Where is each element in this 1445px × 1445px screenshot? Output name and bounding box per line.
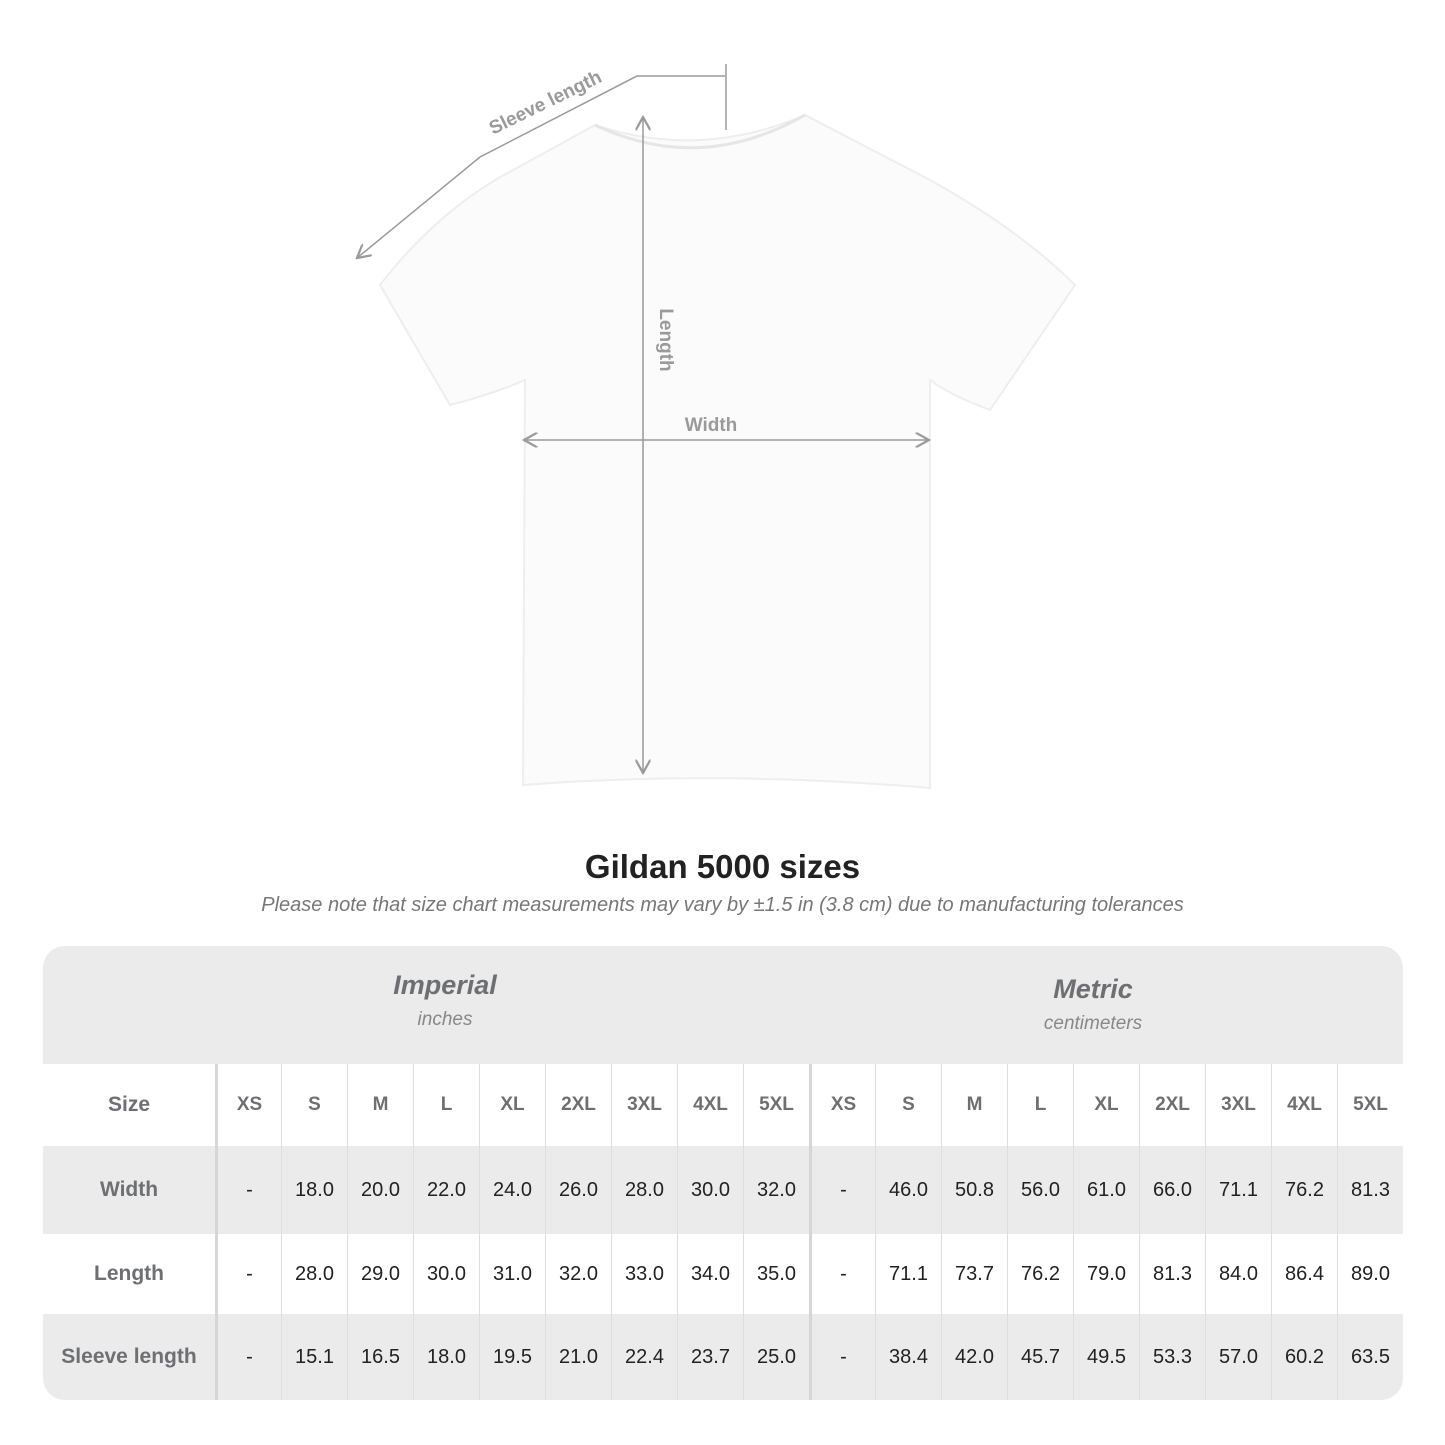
table-cell: 84.0	[1205, 1234, 1271, 1314]
row-label: Width	[99, 1178, 159, 1201]
table-row: Sleeve length -15.1 16.5 18.0 19.5 21.0 22.4 23…	[43, 1314, 1403, 1400]
size-header-cell: XS	[215, 1064, 281, 1146]
table-cell: 20.0	[347, 1146, 413, 1234]
length-label: Length	[655, 308, 676, 371]
table-cell: 32.0	[545, 1234, 611, 1314]
page-title: Gildan 5000 sizes	[584, 848, 861, 885]
size-header-cell: XL	[1073, 1064, 1139, 1146]
table-cell: 56.0	[1007, 1146, 1073, 1234]
table-cell: 15.1	[281, 1314, 347, 1400]
table-cell: 61.0	[1073, 1146, 1139, 1234]
sleeve-length-line	[357, 75, 725, 258]
table-cell: 28.0	[281, 1234, 347, 1314]
table-cell: 32.0	[743, 1146, 809, 1234]
table-cell: 57.0	[1205, 1314, 1271, 1400]
table-cell: 30.0	[413, 1234, 479, 1314]
table-cell: 50.8	[941, 1146, 1007, 1234]
table-cell: 53.3	[1139, 1314, 1205, 1400]
table-cell: -	[215, 1146, 281, 1234]
size-header-cell: 3XL	[1205, 1064, 1271, 1146]
metric-unit: centimeters	[1043, 1013, 1143, 1034]
size-header-cell: L	[1007, 1064, 1073, 1146]
size-header-cell: S	[875, 1064, 941, 1146]
table-cell: 76.2	[1271, 1146, 1337, 1234]
size-header-cell: 3XL	[611, 1064, 677, 1146]
table-cell: 60.2	[1271, 1314, 1337, 1400]
table-cell: 34.0	[677, 1234, 743, 1314]
table-cell: 35.0	[743, 1234, 809, 1314]
metric-header: Metric centimeters	[863, 946, 1323, 1064]
table-cell: 73.7	[941, 1234, 1007, 1314]
table-cell: 76.2	[1007, 1234, 1073, 1314]
size-header-cell: 4XL	[677, 1064, 743, 1146]
size-header-cell: 2XL	[1139, 1064, 1205, 1146]
table-cell: 71.1	[875, 1234, 941, 1314]
table-cell: 23.7	[677, 1314, 743, 1400]
tshirt-diagram: Sleeve length Length Width	[0, 64, 1077, 790]
table-cell: 22.4	[611, 1314, 677, 1400]
table-cell: 25.0	[743, 1314, 809, 1400]
table-cell: 28.0	[611, 1146, 677, 1234]
size-header-cell: M	[347, 1064, 413, 1146]
size-header-cell: XS	[809, 1064, 875, 1146]
table-cell: -	[215, 1234, 281, 1314]
size-header-cell: M	[941, 1064, 1007, 1146]
table-cell: 79.0	[1073, 1234, 1139, 1314]
table-cell: 71.1	[1205, 1146, 1271, 1234]
table-cell: 26.0	[545, 1146, 611, 1234]
table-cell: 89.0	[1337, 1234, 1403, 1314]
table-cell: 21.0	[545, 1314, 611, 1400]
size-header-cell: 5XL	[1337, 1064, 1403, 1146]
table-cell: 22.0	[413, 1146, 479, 1234]
table-cell: 29.0	[347, 1234, 413, 1314]
size-header-cell: 5XL	[743, 1064, 809, 1146]
table-cell: 38.4	[875, 1314, 941, 1400]
table-cell: 46.0	[875, 1146, 941, 1234]
table-cell: 30.0	[677, 1146, 743, 1234]
table-cell: 24.0	[479, 1146, 545, 1234]
table-cell: 42.0	[941, 1314, 1007, 1400]
tolerance-note: Please note that size chart measurements…	[261, 894, 1184, 916]
width-label: Width	[685, 415, 738, 436]
metric-title: Metric	[1053, 974, 1133, 1004]
table-row: Length -28.0 29.0 30.0 31.0 32.0 33.0 34.0 35.0-…	[43, 1234, 1403, 1314]
table-cell: 86.4	[1271, 1234, 1337, 1314]
table-cell: 18.0	[413, 1314, 479, 1400]
size-header-cell: L	[413, 1064, 479, 1146]
imperial-header: Imperial inches	[215, 946, 675, 1064]
table-cell: 49.5	[1073, 1314, 1139, 1400]
size-header-cell: 2XL	[545, 1064, 611, 1146]
table-cell: 45.7	[1007, 1314, 1073, 1400]
row-label: Length	[94, 1262, 164, 1285]
tshirt-shape	[378, 113, 1077, 790]
table-cell: -	[215, 1314, 281, 1400]
size-header-cell: 4XL	[1271, 1064, 1337, 1146]
size-header-row: Size XS S M L XL 2XL 3XL 4XL 5XL XS S M L XL 2XL 3XL 4XL 5…	[43, 1064, 1403, 1146]
table-cell: 31.0	[479, 1234, 545, 1314]
table-cell: -	[809, 1146, 875, 1234]
table-row: Width -18.0 20.0 22.0 24.0 26.0 28.0 30.0 32.0-4…	[43, 1146, 1403, 1234]
table-cell: -	[809, 1314, 875, 1400]
imperial-unit: inches	[417, 1009, 473, 1030]
table-cell: 63.5	[1337, 1314, 1403, 1400]
table-cell: 18.0	[281, 1146, 347, 1234]
table-cell: 66.0	[1139, 1146, 1205, 1234]
table-cell: 81.3	[1139, 1234, 1205, 1314]
table-cell: 33.0	[611, 1234, 677, 1314]
table-cell: 16.5	[347, 1314, 413, 1400]
table-cell: -	[809, 1234, 875, 1314]
imperial-title: Imperial	[393, 970, 497, 1000]
size-header-cell: XL	[479, 1064, 545, 1146]
row-label: Sleeve length	[61, 1345, 197, 1368]
table-cell: 19.5	[479, 1314, 545, 1400]
size-header-cell: S	[281, 1064, 347, 1146]
size-table: Imperial inches Metric centimeters Size X…	[43, 946, 1403, 1400]
table-cell: 81.3	[1337, 1146, 1403, 1234]
row-label: Size	[107, 1093, 151, 1116]
